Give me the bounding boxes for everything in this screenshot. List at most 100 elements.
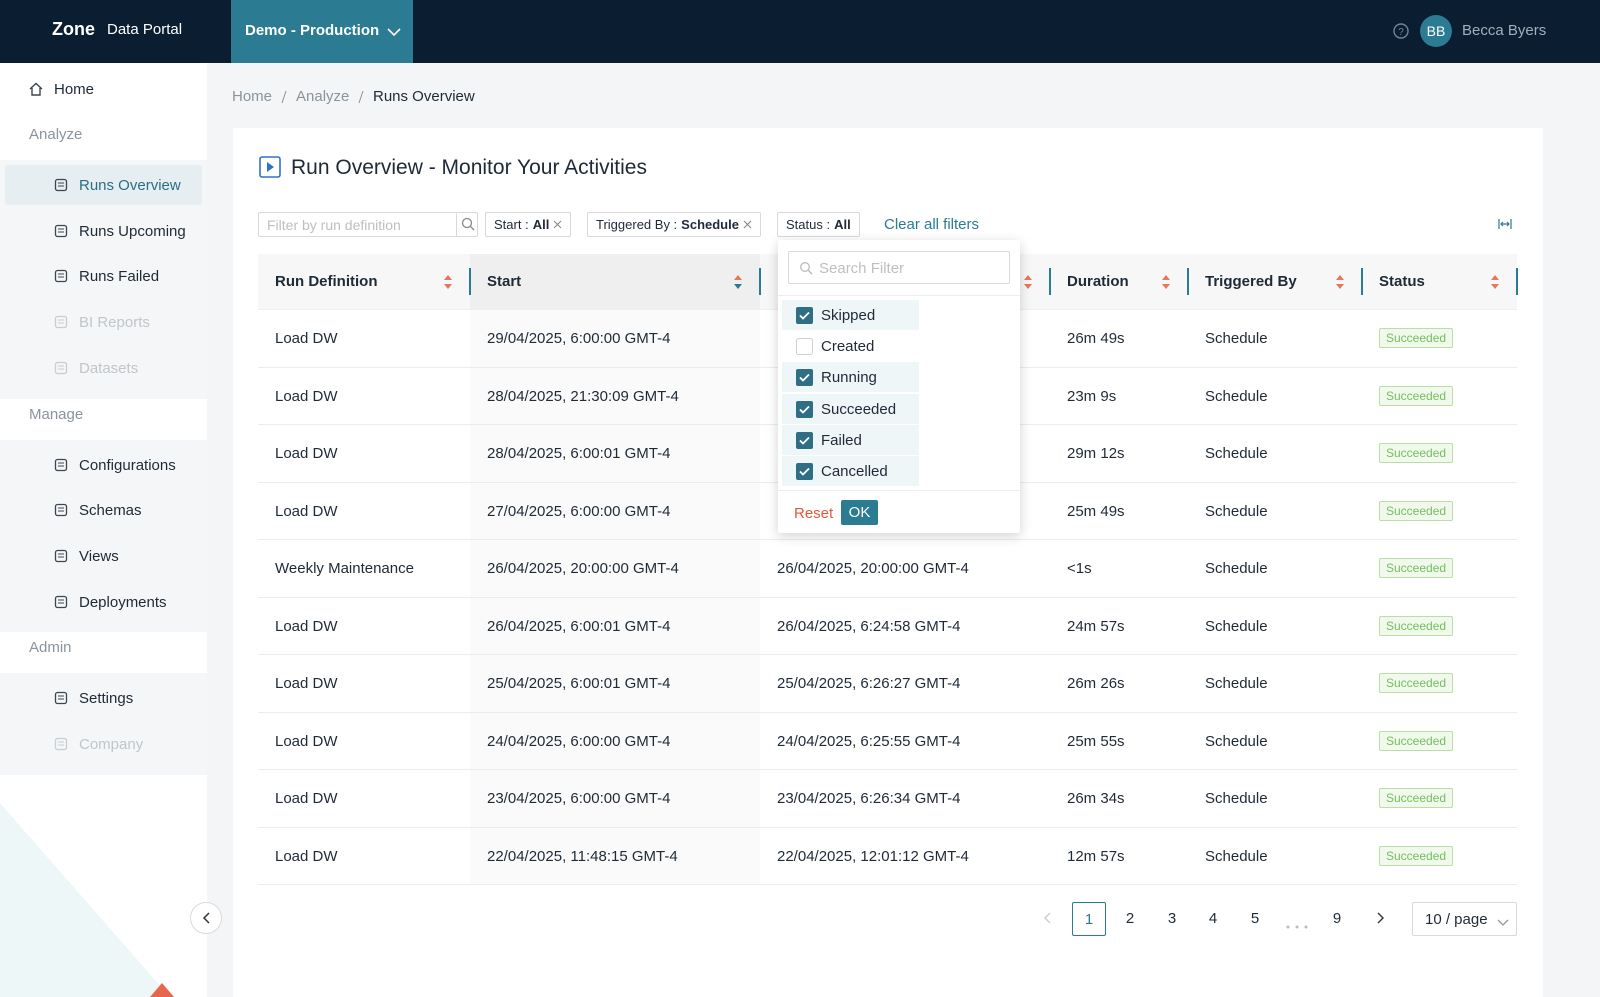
nav-item[interactable]: Runs Upcoming: [79, 222, 186, 240]
table-cell: Schedule: [1205, 445, 1268, 462]
nav-icon: [54, 224, 68, 238]
column-header[interactable]: Triggered By: [1205, 273, 1297, 290]
table-cell: 26/04/2025, 6:00:01 GMT-4: [487, 617, 671, 635]
chip-label: Start :: [494, 217, 529, 232]
page-size-label: 10 / page: [1425, 911, 1488, 928]
page-button[interactable]: 5: [1250, 910, 1260, 927]
table-cell: 29m 12s: [1067, 445, 1125, 462]
option-label[interactable]: Succeeded: [821, 400, 897, 418]
nav-home[interactable]: Home: [54, 81, 95, 98]
nav-item[interactable]: Schemas: [79, 502, 142, 520]
table-cell: 28/04/2025, 21:30:09 GMT-4: [487, 387, 679, 405]
row-divider: [258, 826, 1517, 828]
dropdown-search[interactable]: Search Filter: [788, 251, 1010, 284]
option-label[interactable]: Created: [821, 338, 875, 356]
dropdown-search-placeholder: Search Filter: [819, 260, 905, 277]
page-button[interactable]: 9: [1332, 910, 1342, 927]
nav-item[interactable]: Views: [79, 547, 119, 565]
nav-item[interactable]: Runs Overview: [79, 177, 181, 194]
checkbox[interactable]: [796, 463, 813, 480]
table-cell: Schedule: [1205, 330, 1268, 347]
filter-chip[interactable]: Start : All: [485, 212, 572, 237]
table-cell: 26/04/2025, 20:00:00 GMT-4: [487, 560, 679, 577]
environment-tab[interactable]: Demo - Production: [231, 0, 413, 63]
checkbox[interactable]: [796, 338, 813, 356]
column-header[interactable]: Start: [487, 273, 522, 290]
brand: Zone: [52, 19, 95, 39]
sidebar: Home Analyze Runs Overview Runs Upcoming Run…: [0, 63, 207, 997]
nav-item[interactable]: Settings: [79, 690, 134, 708]
checkbox[interactable]: [796, 369, 813, 387]
table-cell: 26m 26s: [1067, 675, 1125, 692]
table-cell: Schedule: [1205, 790, 1268, 807]
user-name[interactable]: Becca Byers: [1462, 22, 1547, 39]
sort-icon: [733, 274, 743, 290]
status-badge: Succeeded: [1379, 558, 1454, 578]
status-badge: Succeeded: [1379, 730, 1454, 751]
row-divider: [258, 711, 1517, 713]
nav-icon: [54, 178, 68, 192]
breadcrumb-item: Analyze: [296, 88, 350, 105]
reset-button[interactable]: Reset: [794, 505, 834, 522]
sort-icon: [443, 274, 453, 290]
table-cell: 23m 9s: [1067, 387, 1117, 405]
table-cell: Schedule: [1205, 732, 1268, 750]
option-label[interactable]: Failed: [821, 431, 862, 449]
ok-button[interactable]: OK: [841, 500, 878, 525]
table-cell: 23/04/2025, 6:00:00 GMT-4: [487, 790, 671, 807]
page-button[interactable]: 2: [1125, 910, 1135, 927]
filter-chip[interactable]: Triggered By : Schedule: [587, 212, 761, 237]
section-title: Admin: [29, 639, 72, 657]
option-label[interactable]: Skipped: [821, 307, 876, 324]
option-label[interactable]: Running: [821, 369, 877, 387]
collapse-button[interactable]: [190, 902, 222, 934]
nav-item[interactable]: Deployments: [79, 593, 167, 611]
chip-close[interactable]: [553, 220, 562, 229]
checkbox[interactable]: [796, 400, 813, 418]
sort-icon: [1161, 274, 1171, 290]
page-button[interactable]: 3: [1167, 910, 1177, 927]
breadcrumb-item: Runs Overview: [373, 88, 475, 105]
table-cell: 12m 57s: [1067, 847, 1125, 865]
page-size-select[interactable]: 10 / page: [1412, 902, 1517, 936]
nav-item[interactable]: Configurations: [79, 456, 176, 474]
next-page: [1375, 911, 1385, 925]
home-icon: [28, 81, 44, 97]
chip-close[interactable]: [743, 220, 752, 229]
column-toggle: [1497, 216, 1513, 232]
breadcrumb-sep: [280, 89, 288, 105]
table-cell: Load DW: [275, 502, 338, 520]
filter-chip[interactable]: Status : All: [777, 212, 860, 237]
nav-item[interactable]: Runs Failed: [79, 268, 160, 286]
table-cell: 25m 49s: [1067, 502, 1125, 520]
page-button[interactable]: 4: [1208, 910, 1218, 927]
table-cell: Load DW: [275, 732, 338, 750]
table-cell: 22/04/2025, 12:01:12 GMT-4: [777, 847, 969, 865]
search-input[interactable]: Filter by run definition: [258, 212, 478, 237]
table-cell: Load DW: [275, 617, 338, 635]
nav-item: Company: [79, 735, 144, 753]
avatar: BB: [1420, 15, 1452, 47]
column-header[interactable]: Run Definition: [275, 273, 378, 290]
page-button[interactable]: 1: [1072, 902, 1106, 936]
section-title: Analyze: [29, 126, 83, 143]
checkbox[interactable]: [796, 307, 813, 324]
clear-filters[interactable]: Clear all filters: [884, 216, 980, 233]
checkbox[interactable]: [796, 431, 813, 449]
column-header[interactable]: Status: [1379, 273, 1425, 290]
chip-value: All: [834, 217, 851, 232]
sort-icon: [1490, 274, 1500, 290]
row-divider: [258, 769, 1517, 770]
column-header[interactable]: Duration: [1067, 273, 1129, 290]
table-cell: Load DW: [275, 387, 338, 405]
status-badge: Succeeded: [1379, 788, 1454, 808]
table-cell: Weekly Maintenance: [275, 560, 414, 577]
nav-icon: [54, 595, 68, 609]
option-label[interactable]: Cancelled: [821, 463, 888, 480]
title-icon: [259, 156, 281, 178]
status-badge: Succeeded: [1379, 845, 1454, 866]
dropdown-divider: [778, 295, 1020, 296]
column-divider: [1049, 268, 1051, 295]
status-badge: Succeeded: [1379, 443, 1454, 463]
